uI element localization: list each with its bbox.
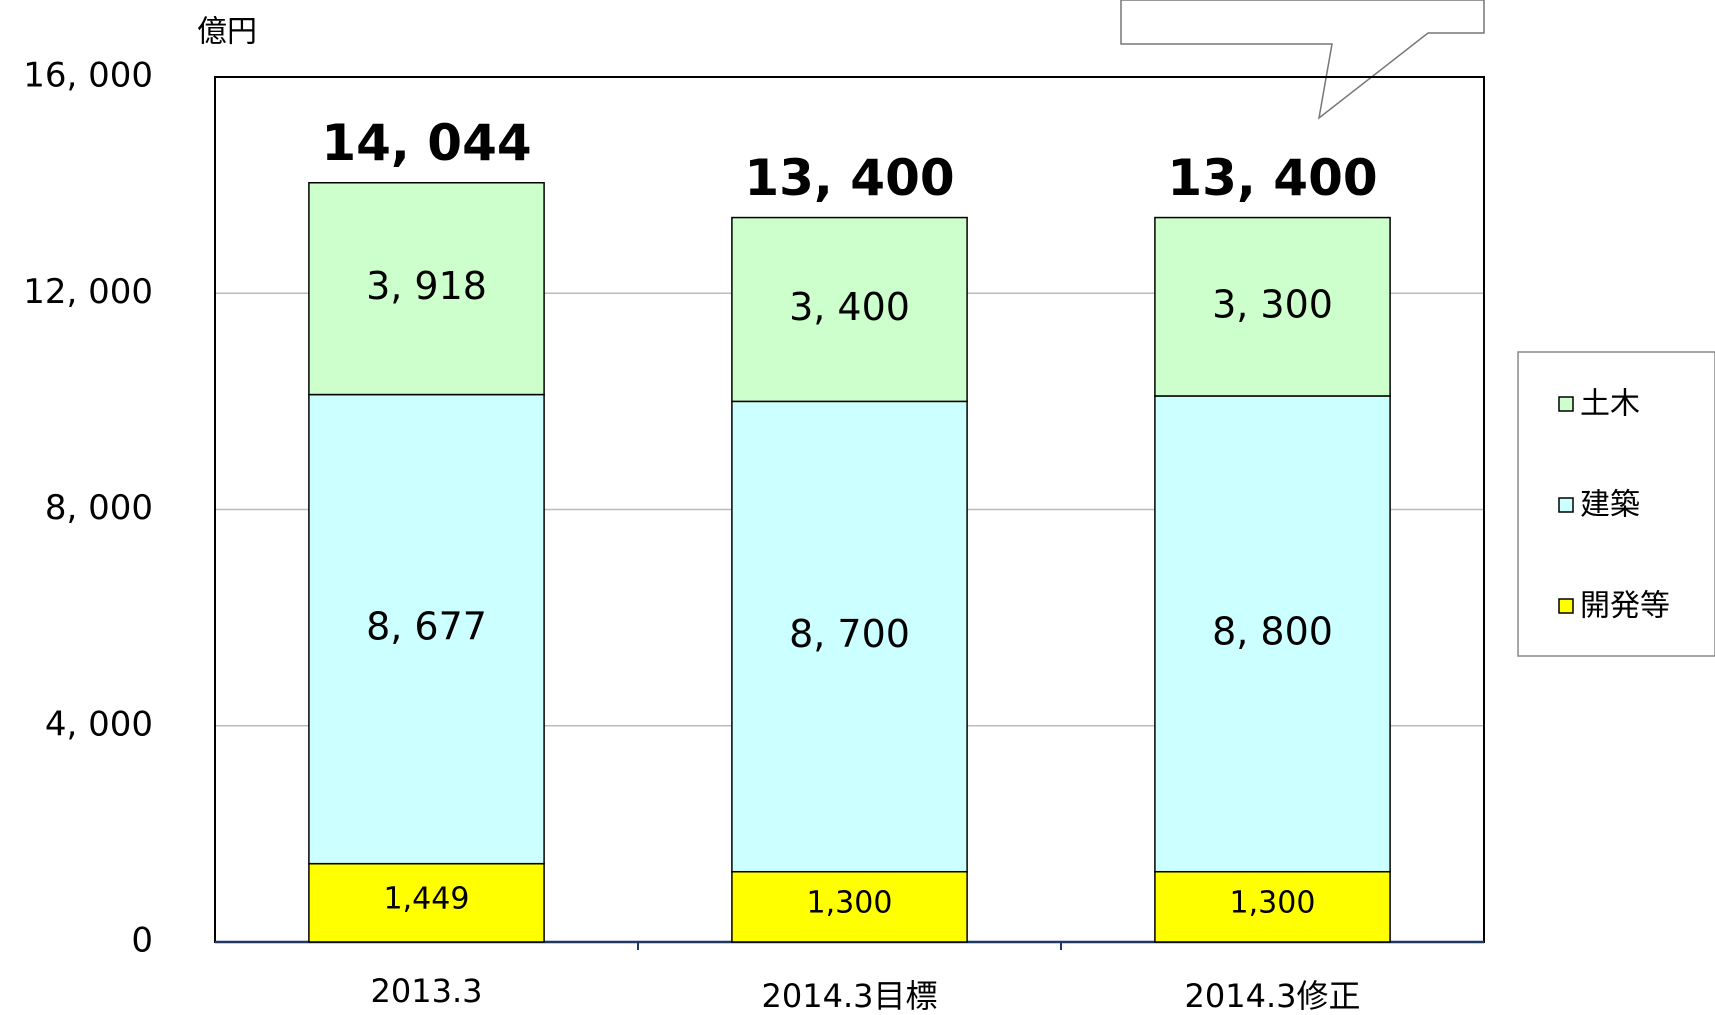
legend-label: 建築 — [1580, 488, 1640, 523]
total-label: 14, 044 — [321, 114, 531, 172]
y-tick-label: 16, 000 — [23, 56, 153, 96]
x-tick-label: 2013.3 — [371, 972, 483, 1010]
legend-label: 開発等 — [1580, 589, 1670, 624]
callout-bubble — [1120, 0, 1485, 120]
bar-segment — [1154, 395, 1391, 873]
x-tick-label: 2014.3修正 — [1185, 977, 1361, 1015]
legend-swatch — [1558, 598, 1574, 614]
bar-segment — [731, 216, 968, 403]
value-label: 1,300 — [1230, 885, 1316, 920]
bar-segment — [308, 393, 545, 865]
value-label: 1,300 — [807, 885, 893, 920]
value-label: 8, 700 — [789, 612, 910, 656]
y-tick-label: 4, 000 — [45, 704, 153, 744]
bar-segment — [731, 400, 968, 873]
total-label: 13, 400 — [1167, 149, 1377, 207]
legend-box — [1517, 351, 1715, 657]
x-tick-label: 2014.3目標 — [762, 977, 938, 1015]
value-label: 8, 677 — [366, 605, 487, 649]
bar-segment — [308, 862, 545, 943]
value-label: 1,449 — [384, 881, 470, 916]
y-tick-label: 0 — [131, 921, 153, 961]
value-label: 3, 400 — [789, 285, 910, 329]
bar-segment — [308, 181, 545, 396]
value-label: 8, 800 — [1212, 609, 1333, 653]
y-tick-label: 8, 000 — [45, 488, 153, 528]
legend-swatch — [1558, 396, 1574, 412]
bar-segment — [731, 870, 968, 943]
bar-segment — [1154, 216, 1391, 397]
legend-swatch — [1558, 497, 1574, 513]
legend-label: 土木 — [1580, 387, 1640, 422]
bar-segment — [1154, 870, 1391, 943]
y-axis-unit: 億円 — [197, 15, 257, 50]
value-label: 3, 300 — [1212, 282, 1333, 326]
total-label: 13, 400 — [744, 149, 954, 207]
y-tick-label: 12, 000 — [23, 272, 153, 312]
value-label: 3, 918 — [366, 264, 487, 308]
